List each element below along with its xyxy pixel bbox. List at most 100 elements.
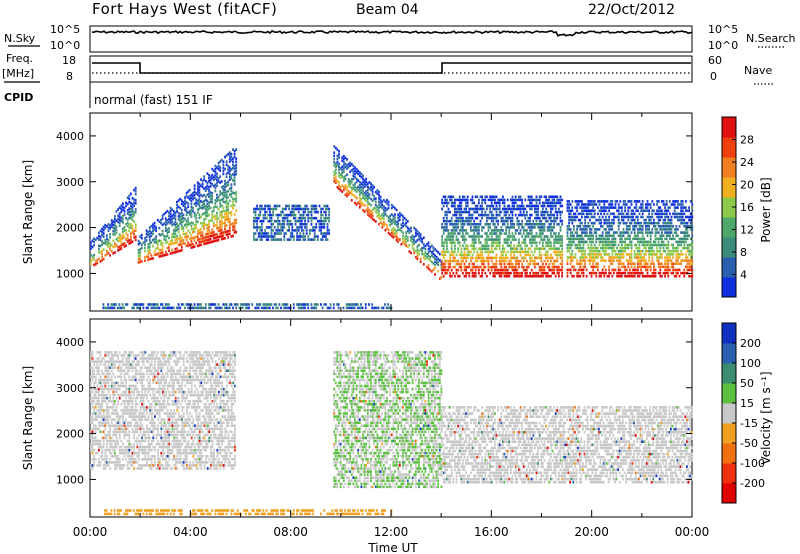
- echo-cell: [196, 208, 199, 211]
- echo-cell: [487, 256, 490, 260]
- echo-cell: [158, 248, 161, 252]
- echo-cell: [248, 306, 250, 310]
- echo-cell: [454, 219, 456, 223]
- echo-cell: [128, 210, 131, 214]
- echo-cell: [145, 255, 148, 259]
- echo-cell: [164, 217, 167, 220]
- echo-cell: [94, 403, 97, 406]
- echo-cell: [454, 250, 456, 254]
- echo-cell: [617, 228, 620, 231]
- echo-cell: [378, 210, 380, 213]
- echo-cell: [638, 243, 641, 247]
- echo-cell: [270, 207, 273, 211]
- echo-cell: [656, 246, 658, 250]
- echo-cell: [526, 244, 528, 247]
- echo-cell: [466, 219, 469, 223]
- echo-cell: [608, 274, 610, 278]
- echo-cell: [177, 230, 180, 234]
- echo-cell: [376, 211, 379, 215]
- echo-cell: [362, 183, 364, 187]
- echo-cell: [352, 171, 355, 174]
- echo-cell: [176, 247, 178, 250]
- echo-cell: [500, 216, 503, 220]
- echo-cell: [678, 215, 681, 219]
- echo-cell: [649, 243, 652, 247]
- echo-cell: [554, 235, 557, 238]
- echo-cell: [130, 214, 132, 217]
- echo-cell: [556, 213, 559, 217]
- echo-cell: [546, 271, 549, 275]
- echo-cell: [662, 225, 665, 228]
- echo-cell: [688, 259, 690, 262]
- echo-cell: [253, 219, 255, 223]
- echo-cell: [184, 199, 186, 202]
- echo-cell: [513, 256, 515, 260]
- echo-cell: [195, 201, 198, 204]
- echo-cell: [442, 256, 445, 260]
- echo-cell: [677, 203, 679, 206]
- echo-cell: [261, 207, 263, 211]
- echo-cell: [646, 271, 649, 275]
- echo-cell: [677, 212, 679, 216]
- echo-cell: [118, 306, 121, 310]
- echo-cell: [267, 226, 270, 229]
- echo-cell: [492, 204, 495, 208]
- echo-cell: [268, 303, 271, 306]
- echo-cell: [265, 238, 268, 241]
- echo-cell: [617, 234, 620, 237]
- colorbar-segment: [722, 117, 736, 138]
- echo-cell: [490, 235, 493, 238]
- echo-cell: [269, 226, 271, 229]
- echo-cell: [584, 262, 586, 265]
- echo-cell: [233, 213, 236, 216]
- echo-cell: [96, 258, 99, 262]
- echo-cell: [589, 212, 591, 216]
- echo-cell: [675, 234, 678, 237]
- echo-cell: [462, 235, 464, 238]
- echo-cell: [394, 219, 396, 222]
- echo-region: [333, 145, 443, 281]
- echo-cell: [421, 240, 424, 244]
- echo-cell: [395, 239, 398, 242]
- echo-cell: [473, 229, 475, 232]
- echo-cell: [543, 235, 546, 238]
- echo-cell: [558, 210, 560, 214]
- echo-cell: [465, 259, 467, 263]
- echo-cell: [672, 265, 674, 269]
- echo-cell: [498, 232, 501, 235]
- echo-cell: [664, 259, 666, 262]
- echo-cell: [582, 271, 585, 275]
- echo-cell: [566, 228, 569, 231]
- echo-cell: [492, 238, 495, 241]
- echo-cell: [217, 303, 220, 306]
- echo-cell: [163, 234, 166, 238]
- echo-cell: [551, 226, 554, 229]
- echo-cell: [358, 206, 361, 209]
- echo-cell: [627, 228, 630, 231]
- echo-cell: [196, 220, 199, 224]
- echo-cell: [273, 226, 276, 229]
- echo-cell: [625, 237, 628, 241]
- echo-cell: [476, 223, 479, 226]
- echo-cell: [489, 226, 491, 229]
- echo-cell: [516, 262, 519, 266]
- echo-cell: [683, 274, 686, 278]
- echo-cell: [625, 203, 628, 206]
- echo-cell: [677, 259, 679, 262]
- echo-cell: [341, 159, 344, 162]
- echo-cell: [645, 243, 647, 247]
- echo-cell: [664, 265, 666, 269]
- echo-cell: [158, 255, 161, 258]
- echo-cell: [577, 246, 580, 250]
- echo-cell: [91, 406, 94, 409]
- echo-cell: [222, 221, 225, 225]
- echo-cell: [474, 247, 477, 250]
- echo-cell: [153, 250, 156, 253]
- echo-cell: [637, 209, 639, 212]
- echo-cell: [481, 213, 483, 217]
- echo-cell: [454, 198, 456, 202]
- echo-cell: [101, 243, 103, 246]
- echo-cell: [672, 256, 674, 259]
- echo-cell: [446, 268, 448, 272]
- echo-cell: [629, 228, 631, 231]
